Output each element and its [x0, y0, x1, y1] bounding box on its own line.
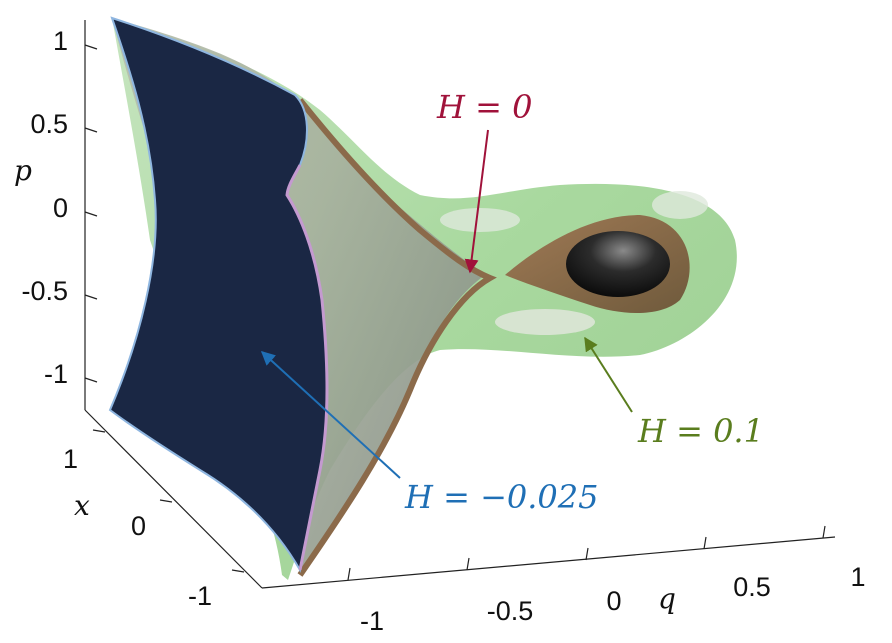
q-tick-label: -0.5 — [487, 596, 534, 626]
q-tick-mark — [466, 557, 470, 571]
q-tick-label: 0 — [606, 586, 621, 616]
x-axis-label: x — [74, 489, 90, 522]
p-tick-mark — [84, 44, 98, 50]
x-tick-mark — [92, 429, 106, 433]
p-tick-label: 0.5 — [30, 109, 68, 139]
p-tick-label: -0.5 — [21, 276, 68, 306]
q-tick-mark — [585, 547, 589, 561]
axis-frame — [84, 20, 836, 589]
surface-inner-hole — [566, 231, 670, 297]
p-tick-labels: 1 0.5 0 -0.5 -1 — [21, 26, 68, 389]
annotation-h01-arrow — [584, 336, 633, 413]
q-tick-mark — [822, 525, 826, 539]
p-tick-mark — [84, 377, 98, 383]
q-tick-label: -1 — [360, 606, 384, 636]
highlight-patch — [652, 191, 708, 219]
q-tick-mark — [703, 536, 707, 550]
highlight-patch — [440, 208, 520, 232]
annotation-hneg-arrow — [260, 351, 401, 479]
x-tick-label: -1 — [188, 581, 212, 611]
q-axis-label: q — [658, 582, 676, 615]
highlight-patch — [495, 309, 595, 335]
q-tick-label: 1 — [850, 562, 865, 592]
p-tick-label: -1 — [44, 359, 68, 389]
annotation-h01: H = 0.1 — [584, 336, 764, 450]
annotation-h01-text: H = 0.1 — [637, 412, 764, 450]
q-tick-label: 0.5 — [733, 572, 771, 602]
x-tick-label: 1 — [63, 444, 78, 474]
annotation-h0: H = 0 — [436, 88, 532, 274]
p-axis-label: p — [14, 154, 32, 187]
p-tick-label: 0 — [53, 193, 68, 223]
annotation-h0-arrow — [464, 129, 489, 274]
surfaces — [108, 16, 737, 580]
annotation-hneg-text: H = −0.025 — [404, 478, 598, 516]
p-tick-mark — [84, 127, 98, 133]
x-axis-line — [84, 409, 263, 589]
q-tick-mark — [347, 567, 351, 581]
x-tick-mark — [231, 569, 245, 573]
q-tick-labels: -1 -0.5 0 0.5 1 — [360, 562, 866, 636]
p-tick-label: 1 — [53, 26, 68, 56]
p-tick-mark — [84, 294, 98, 300]
surface-h-neg0.025 — [108, 16, 328, 573]
p-tick-mark — [84, 211, 98, 217]
x-tick-mark — [159, 499, 173, 503]
q-axis-line — [261, 536, 836, 589]
annotation-hneg: H = −0.025 — [260, 351, 598, 516]
annotation-h0-text: H = 0 — [436, 88, 532, 126]
tick-marks — [84, 44, 826, 581]
x-tick-label: 0 — [131, 511, 146, 541]
surface-h-0-rim — [297, 98, 497, 577]
surface-edge — [285, 164, 329, 571]
x-tick-labels: 1 0 -1 — [63, 444, 212, 611]
